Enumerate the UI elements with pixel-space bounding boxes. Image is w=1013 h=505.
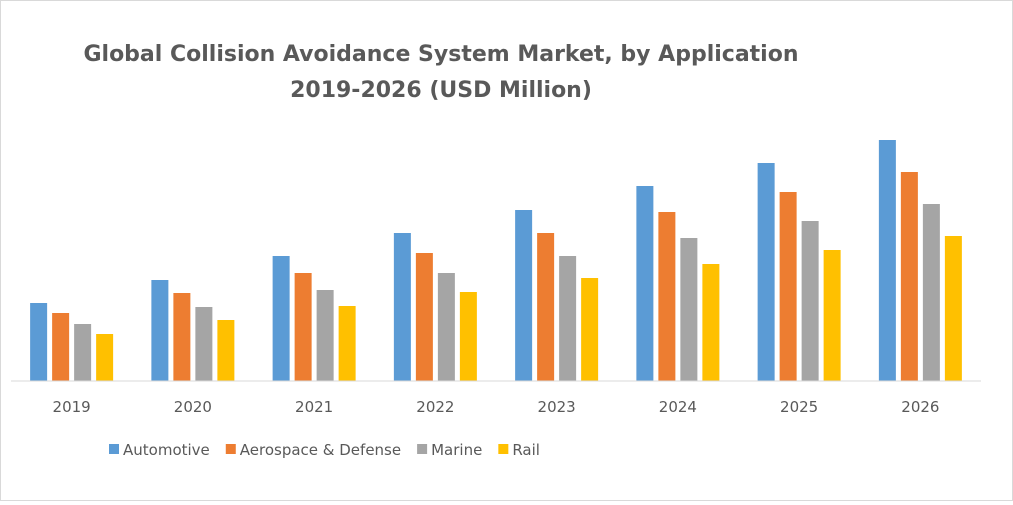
bar-aerospace-defense-2026 — [900, 172, 918, 381]
legend-swatch — [417, 444, 428, 454]
bar-aerospace-defense-2021 — [294, 273, 312, 381]
chart-title: Global Collision Avoidance System Market… — [83, 42, 798, 67]
bar-rail-2022 — [459, 292, 477, 381]
bar-automotive-2021 — [272, 256, 290, 381]
bar-rail-2023 — [581, 278, 599, 381]
bar-marine-2020 — [195, 307, 213, 381]
bar-rail-2020 — [217, 320, 235, 381]
bar-automotive-2024 — [636, 186, 654, 381]
x-tick-label: 2026 — [901, 398, 939, 416]
bar-automotive-2026 — [878, 140, 896, 381]
bar-aerospace-defense-2023 — [537, 233, 555, 381]
bar-marine-2022 — [437, 273, 455, 381]
bar-automotive-2023 — [515, 210, 533, 381]
x-tick-label: 2025 — [780, 398, 818, 416]
x-tick-label: 2020 — [174, 398, 212, 416]
legend-label: Aerospace & Defense — [240, 441, 401, 459]
bar-rail-2025 — [823, 250, 841, 381]
x-tick-label: 2023 — [538, 398, 576, 416]
bar-marine-2025 — [801, 221, 819, 381]
bar-aerospace-defense-2019 — [52, 313, 70, 381]
bar-marine-2023 — [559, 256, 577, 381]
bar-marine-2024 — [680, 238, 698, 381]
legend-label: Marine — [431, 441, 482, 459]
bar-aerospace-defense-2024 — [658, 212, 676, 381]
bar-marine-2019 — [74, 324, 92, 381]
bar-automotive-2025 — [757, 163, 775, 381]
x-tick-label: 2024 — [659, 398, 697, 416]
x-tick-label: 2019 — [53, 398, 91, 416]
chart-subtitle: 2019-2026 (USD Million) — [290, 78, 592, 103]
legend-swatch — [225, 444, 236, 454]
bar-aerospace-defense-2022 — [415, 253, 433, 381]
bar-rail-2024 — [702, 264, 720, 381]
bar-rail-2021 — [338, 306, 356, 381]
legend-swatch — [109, 444, 119, 454]
bar-marine-2021 — [316, 290, 334, 381]
legend-label: Rail — [512, 441, 540, 459]
legend-swatch — [498, 444, 509, 454]
bar-rail-2019 — [96, 334, 114, 381]
bar-automotive-2020 — [151, 280, 169, 381]
x-tick-label: 2021 — [295, 398, 333, 416]
bar-automotive-2022 — [393, 233, 411, 381]
bar-rail-2026 — [944, 236, 962, 381]
bar-aerospace-defense-2020 — [173, 293, 191, 381]
legend-label: Automotive — [123, 441, 210, 459]
x-tick-label: 2022 — [416, 398, 454, 416]
bar-aerospace-defense-2025 — [779, 192, 797, 381]
bar-marine-2026 — [922, 204, 940, 381]
bar-automotive-2019 — [30, 303, 48, 381]
